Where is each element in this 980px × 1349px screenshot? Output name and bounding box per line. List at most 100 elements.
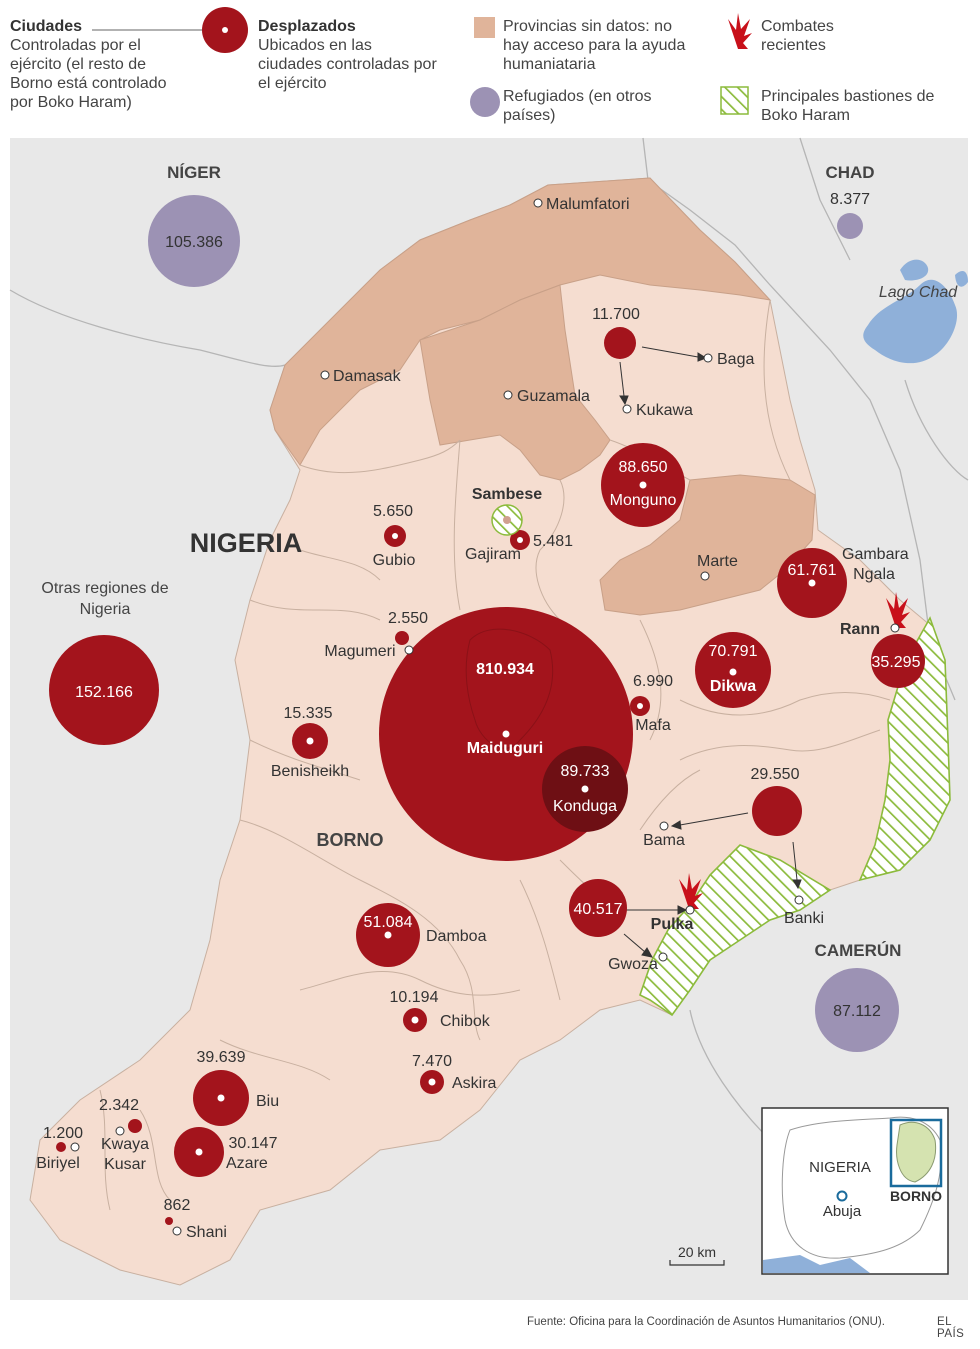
value-refugee-niger: 105.386 xyxy=(165,234,223,251)
sambese-dot xyxy=(503,516,511,524)
label-otras-regiones: Otras regiones de Nigeria xyxy=(41,580,169,618)
label-chad: CHAD xyxy=(825,163,874,182)
city-dots xyxy=(70,198,900,1236)
border-chad-cameroon xyxy=(904,379,969,481)
source-note: Fuente: Oficina para la Coordinación de … xyxy=(527,1316,885,1328)
legend-ciudades: Ciudades Controladas por el ejército (el… xyxy=(10,17,190,112)
legend-combates-text: Combates recientes xyxy=(761,18,834,54)
value-baga: 11.700 xyxy=(592,306,640,323)
value-benisheikh: 15.335 xyxy=(284,705,333,722)
city-benisheikh: Benisheikh xyxy=(271,763,349,780)
inset-label-borno: BORNO xyxy=(890,1188,942,1204)
city-magumeri: Magumeri xyxy=(324,643,395,660)
displaced-circle-shani xyxy=(165,1217,173,1225)
lake-chad-north xyxy=(900,259,929,281)
border-niger-nigeria xyxy=(9,289,286,367)
displacement-arrows xyxy=(619,346,802,958)
city-guzamala: Guzamala xyxy=(517,388,590,405)
legend-sin-datos-text: Provincias sin datos: no hay acceso para… xyxy=(503,18,686,73)
label-camerun: CAMERÚN xyxy=(815,941,902,960)
fighting-icon-rann xyxy=(886,592,910,628)
label-lago-chad: Lago Chad xyxy=(879,284,958,301)
inset-map: NIGERIA Abuja BORNO xyxy=(761,1107,949,1275)
label-nigeria: NIGERIA xyxy=(190,528,303,558)
legend-fighting-icon xyxy=(728,13,752,49)
legend-city-dot xyxy=(222,27,228,33)
legend-desplazados: Desplazados Ubicados en las ciudades con… xyxy=(258,17,438,93)
value-rann: 35.295 xyxy=(872,654,921,671)
city-kukawa: Kukawa xyxy=(636,402,693,419)
value-maiduguri: 810.934 xyxy=(476,661,534,678)
fighting-icon-pulka xyxy=(679,873,703,909)
displaced-circle-magumeri xyxy=(395,631,409,645)
value-dikwa: 70.791 xyxy=(709,643,758,660)
label-otras-regiones-wrap: Otras regiones de Nigeria xyxy=(41,580,169,618)
scale-label: 20 km xyxy=(678,1244,716,1260)
value-konduga: 89.733 xyxy=(561,763,610,780)
value-pulka: 40.517 xyxy=(574,901,623,918)
border-chad xyxy=(799,137,851,261)
value-gajiram: 5.481 xyxy=(533,533,573,550)
displaced-values: 810.934 89.733 88.650 70.791 61.761 51.0… xyxy=(43,306,921,1214)
city-gambara-ngala: Gambara Ngala xyxy=(842,546,909,583)
city-baga: Baga xyxy=(717,351,754,368)
legend-ciudades-text: Controladas por el ejército (el resto de… xyxy=(10,37,167,111)
value-mafa: 6.990 xyxy=(633,673,673,690)
city-labels: Malumfatori Baga Kukawa Damasak Guzamala… xyxy=(36,196,909,1241)
city-askira: Askira xyxy=(452,1075,497,1092)
legend-bastiones-text: Principales bastiones de Boko Haram xyxy=(761,88,935,124)
city-dots-in-circles xyxy=(195,481,816,1156)
maiduguri-district-line xyxy=(465,628,554,749)
legend-refugee-circle xyxy=(470,87,500,117)
value-kwaya: 2.342 xyxy=(99,1097,139,1114)
city-rann: Rann xyxy=(840,621,880,638)
city-chibok: Chibok xyxy=(440,1013,491,1030)
city-damboa: Damboa xyxy=(426,928,487,945)
displaced-circle-kwaya xyxy=(128,1119,142,1133)
border-niger-chad xyxy=(642,137,956,701)
lga-boundaries xyxy=(99,299,891,1211)
value-biriyel: 1.200 xyxy=(43,1125,83,1142)
value-shani: 862 xyxy=(164,1197,191,1214)
legend-stronghold-swatch xyxy=(720,86,749,115)
value-magumeri: 2.550 xyxy=(388,610,428,627)
city-malumfatori: Malumfatori xyxy=(546,196,630,213)
city-mafa: Mafa xyxy=(635,717,671,734)
no-data-guzamala xyxy=(419,284,611,481)
value-damboa: 51.084 xyxy=(364,914,413,931)
lake-chad-east xyxy=(955,270,968,287)
city-konduga: Konduga xyxy=(553,798,617,815)
displaced-circle-rann xyxy=(871,634,925,688)
legend-refugiados-text: Refugiados (en otros países) xyxy=(503,88,652,124)
value-monguno: 88.650 xyxy=(619,459,668,476)
legend-ciudades-title: Ciudades xyxy=(10,18,83,35)
city-gajiram: Gajiram xyxy=(465,546,521,563)
value-chibok: 10.194 xyxy=(390,989,439,1006)
city-gubio: Gubio xyxy=(373,552,416,569)
displaced-circle-baga xyxy=(604,327,636,359)
city-marte: Marte xyxy=(697,553,738,570)
value-refugee-chad: 8.377 xyxy=(830,191,870,208)
value-gambara: 61.761 xyxy=(788,562,837,579)
refugee-circle-niger xyxy=(148,195,240,287)
displaced-circle-biriyel xyxy=(56,1142,66,1152)
city-bama: Bama xyxy=(643,832,685,849)
displaced-circle-pulka xyxy=(569,879,627,937)
label-niger: NÍGER xyxy=(167,163,221,182)
inset-label-nigeria: NIGERIA xyxy=(809,1159,871,1176)
city-damasak: Damasak xyxy=(333,368,402,385)
value-azare: 30.147 xyxy=(229,1135,278,1152)
city-kwaya-wrap: Kwaya Kusar xyxy=(101,1136,149,1173)
refugee-circle-cameroon xyxy=(815,968,899,1052)
city-shani: Shani xyxy=(186,1224,227,1241)
city-biu: Biu xyxy=(256,1093,279,1110)
stronghold-south xyxy=(639,844,832,1017)
city-sambese: Sambese xyxy=(472,486,542,503)
value-bama: 29.550 xyxy=(751,766,800,783)
city-biriyel: Biriyel xyxy=(36,1155,80,1172)
value-gubio: 5.650 xyxy=(373,503,413,520)
inset-label-abuja: Abuja xyxy=(823,1203,862,1220)
legend-desplazados-title: Desplazados xyxy=(258,18,356,35)
city-dikwa: Dikwa xyxy=(710,678,756,695)
